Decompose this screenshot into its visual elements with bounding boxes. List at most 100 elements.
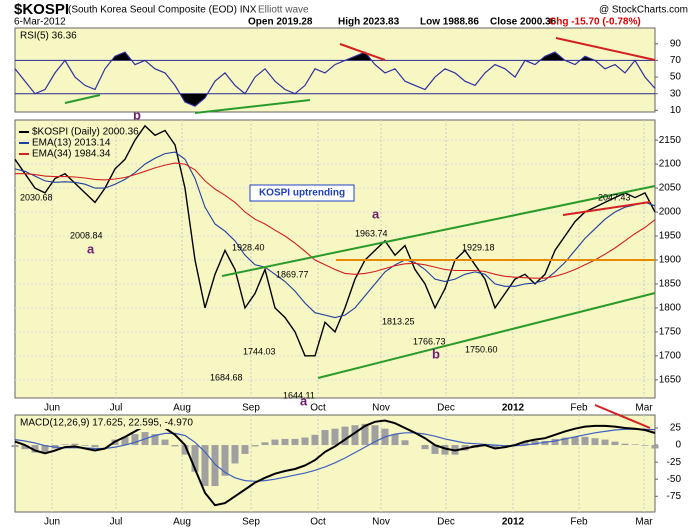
histogram-bar bbox=[651, 445, 659, 449]
histogram-bar bbox=[591, 438, 599, 446]
histogram-bar bbox=[81, 445, 89, 446]
price-annotation: 1928.40 bbox=[232, 242, 265, 252]
line bbox=[14, 419, 656, 507]
trend-line bbox=[339, 43, 386, 61]
source: @ StockCharts.com bbox=[599, 5, 688, 16]
histogram-bar bbox=[431, 445, 439, 454]
histogram-bar bbox=[231, 445, 239, 464]
x-tick-label: 2012 bbox=[502, 403, 525, 414]
price-annotation: 2008.84 bbox=[70, 230, 103, 240]
y-tick-label: 1900 bbox=[659, 255, 682, 266]
y-tick-label: 1650 bbox=[659, 374, 682, 385]
x-tick-label: Dec bbox=[437, 403, 455, 414]
legend-label: EMA(34) 1984.34 bbox=[32, 149, 111, 160]
x-tick-label: Dec bbox=[437, 517, 455, 528]
stat: Close 2000.36 bbox=[490, 17, 557, 28]
y-tick-label: 2150 bbox=[659, 135, 682, 146]
trend-line bbox=[317, 292, 656, 379]
histogram-bar bbox=[301, 437, 309, 446]
line bbox=[14, 51, 656, 107]
histogram-bar bbox=[311, 434, 319, 446]
stat: High 2023.83 bbox=[338, 17, 400, 28]
histogram-bar bbox=[371, 425, 379, 446]
x-tick-label: Oct bbox=[310, 403, 326, 414]
histogram-bar bbox=[131, 434, 139, 446]
histogram-bar bbox=[631, 444, 639, 446]
histogram-bar bbox=[291, 438, 299, 446]
y-tick-label: -75 bbox=[667, 491, 682, 502]
legend-label: EMA(13) 2013.14 bbox=[32, 138, 111, 149]
wave-label: a bbox=[87, 241, 95, 256]
x-tick-label: Nov bbox=[372, 403, 390, 414]
x-tick-label: Aug bbox=[173, 517, 191, 528]
x-tick-label: Mar bbox=[635, 517, 653, 528]
trend-line bbox=[64, 94, 101, 104]
x-tick-label: Feb bbox=[570, 403, 588, 414]
x-tick-label: Sep bbox=[242, 403, 260, 414]
legend-label: $KOSPI (Daily) 2000.36 bbox=[32, 127, 139, 138]
x-tick-label: Oct bbox=[310, 517, 326, 528]
histogram-bar bbox=[611, 441, 619, 446]
histogram-bar bbox=[261, 442, 269, 446]
histogram-bar bbox=[201, 445, 209, 487]
note: KOSPI uptrending bbox=[259, 188, 345, 199]
histogram-bar bbox=[551, 438, 559, 446]
overbought-fill bbox=[15, 52, 655, 61]
label-bg bbox=[17, 30, 99, 42]
histogram-bar bbox=[251, 445, 259, 447]
x-tick-label: Feb bbox=[570, 517, 588, 528]
x-tick-label: Jun bbox=[44, 403, 60, 414]
histogram-bar bbox=[331, 428, 339, 446]
line bbox=[14, 428, 656, 482]
histogram-bar bbox=[561, 437, 569, 446]
price-annotation: 2030.68 bbox=[20, 192, 53, 202]
histogram-bar bbox=[401, 440, 409, 446]
price-annotation: 1929.18 bbox=[462, 242, 495, 252]
histogram-bar bbox=[491, 445, 499, 449]
panel bbox=[14, 27, 656, 113]
histogram-bar bbox=[281, 438, 289, 446]
note-box bbox=[249, 184, 355, 202]
price-annotation: 1766.73 bbox=[413, 336, 446, 346]
y-tick-label: 1700 bbox=[659, 350, 682, 361]
histogram-bar bbox=[31, 445, 39, 453]
y-tick-label: 0 bbox=[675, 440, 681, 451]
stat: Chg -15.70 (-0.78%) bbox=[549, 17, 641, 28]
x-tick-label: Mar bbox=[635, 403, 653, 414]
histogram-bar bbox=[361, 423, 369, 446]
trend-line bbox=[562, 201, 651, 216]
wave-label: a bbox=[300, 393, 308, 408]
date: 6-Mar-2012 bbox=[14, 17, 66, 28]
histogram-bar bbox=[341, 426, 349, 446]
x-tick-label: Aug bbox=[173, 403, 191, 414]
trend-line bbox=[594, 404, 651, 429]
y-tick-label: 1750 bbox=[659, 326, 682, 337]
histogram-bar bbox=[91, 445, 99, 448]
trend-line bbox=[555, 37, 656, 61]
line bbox=[14, 124, 656, 357]
price-annotation: 1813.25 bbox=[382, 316, 415, 326]
price-annotation: 2047.43 bbox=[598, 192, 631, 202]
histogram-bar bbox=[321, 430, 329, 446]
y-tick-label: 25 bbox=[670, 423, 682, 434]
y-tick-label: -50 bbox=[667, 474, 682, 485]
y-tick-label: -25 bbox=[667, 457, 682, 468]
histogram-bar bbox=[421, 445, 429, 450]
subtitle: (South Korea Seoul Composite (EOD) INX bbox=[68, 5, 257, 16]
x-tick-label: Nov bbox=[372, 517, 390, 528]
histogram-bar bbox=[571, 436, 579, 446]
y-tick-label: 70 bbox=[670, 55, 682, 66]
chart-title: $KOSPI bbox=[14, 1, 69, 18]
histogram-bar bbox=[151, 434, 159, 446]
y-tick-label: 2100 bbox=[659, 159, 682, 170]
histogram-bar bbox=[241, 445, 249, 454]
histogram-bar bbox=[531, 440, 539, 446]
histogram-bar bbox=[121, 436, 129, 446]
histogram-bar bbox=[181, 445, 189, 455]
trend-line bbox=[194, 99, 311, 114]
x-tick-label: Jul bbox=[110, 517, 123, 528]
histogram-bar bbox=[441, 445, 449, 455]
histogram-bar bbox=[271, 439, 279, 446]
line bbox=[15, 162, 656, 279]
